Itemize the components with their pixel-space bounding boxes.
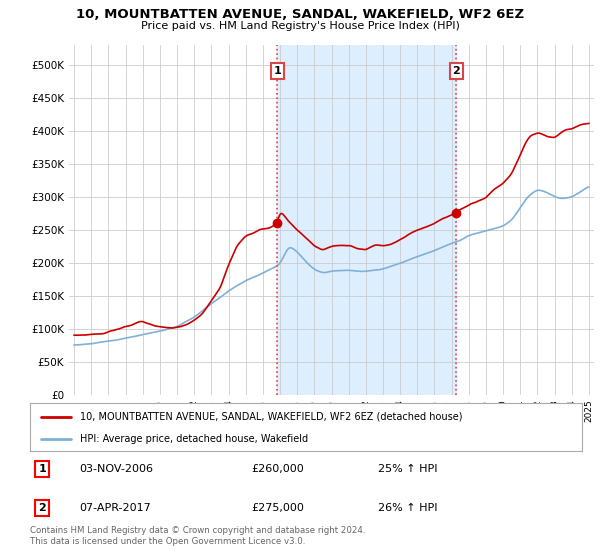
Text: 03-NOV-2006: 03-NOV-2006: [80, 464, 154, 474]
Text: 10, MOUNTBATTEN AVENUE, SANDAL, WAKEFIELD, WF2 6EZ (detached house): 10, MOUNTBATTEN AVENUE, SANDAL, WAKEFIEL…: [80, 412, 462, 422]
Bar: [277, 45, 456, 395]
Text: £260,000: £260,000: [251, 464, 304, 474]
Text: 1: 1: [38, 464, 46, 474]
Text: Contains HM Land Registry data © Crown copyright and database right 2024.
This d: Contains HM Land Registry data © Crown c…: [30, 526, 365, 546]
Text: 26% ↑ HPI: 26% ↑ HPI: [378, 503, 437, 513]
Text: HPI: Average price, detached house, Wakefield: HPI: Average price, detached house, Wake…: [80, 434, 308, 444]
Text: 10, MOUNTBATTEN AVENUE, SANDAL, WAKEFIELD, WF2 6EZ: 10, MOUNTBATTEN AVENUE, SANDAL, WAKEFIEL…: [76, 8, 524, 21]
Text: 1: 1: [274, 66, 281, 76]
Text: 2: 2: [38, 503, 46, 513]
Text: Price paid vs. HM Land Registry's House Price Index (HPI): Price paid vs. HM Land Registry's House …: [140, 21, 460, 31]
Text: 25% ↑ HPI: 25% ↑ HPI: [378, 464, 437, 474]
Text: 2: 2: [452, 66, 460, 76]
Text: £275,000: £275,000: [251, 503, 304, 513]
Text: 07-APR-2017: 07-APR-2017: [80, 503, 151, 513]
